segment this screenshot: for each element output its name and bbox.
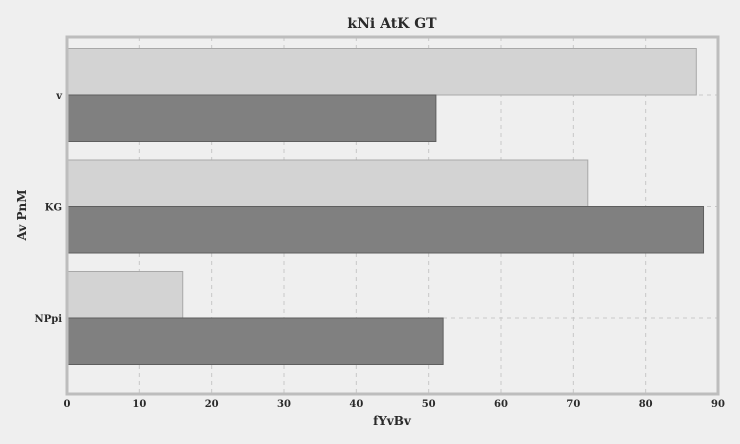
chart-title: kNi AtK GT: [347, 16, 437, 32]
bar: [66, 206, 705, 254]
y-tick-label: KG: [45, 203, 62, 214]
bars: [66, 48, 705, 365]
x-tick-label: 10: [132, 399, 146, 410]
bar: [66, 94, 437, 142]
x-tick-label: 50: [422, 399, 436, 410]
x-axis-label: fYvBv: [373, 414, 412, 428]
bar: [66, 48, 697, 96]
x-tick-label: 90: [711, 399, 725, 410]
x-tick-label: 30: [277, 399, 291, 410]
bar: [66, 159, 589, 207]
x-tick-label: 60: [494, 399, 508, 410]
y-tick-labels: v KG NPpi: [35, 91, 64, 325]
x-tick-labels: 0 10 20 30 40 50 60 70 80 90: [64, 399, 725, 410]
y-tick-label: NPpi: [35, 314, 63, 325]
bar: [66, 271, 184, 319]
plot-frame: [65, 35, 720, 396]
x-tick-label: 20: [205, 399, 219, 410]
x-tick-label: 80: [639, 399, 653, 410]
x-tick-label: 40: [349, 399, 363, 410]
y-axis-label: Av PnM: [15, 189, 29, 241]
x-tick-label: 0: [64, 399, 71, 410]
bar: [66, 317, 444, 365]
x-tick-label: 70: [566, 399, 580, 410]
y-tick-label: v: [55, 91, 63, 102]
